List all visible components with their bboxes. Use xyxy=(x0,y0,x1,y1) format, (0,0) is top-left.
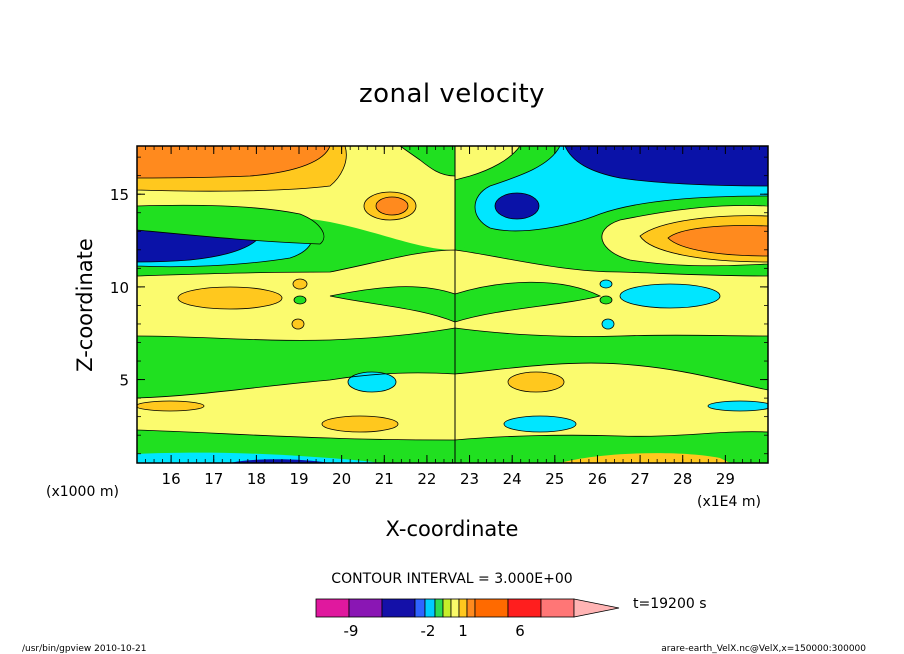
field-region-bottom-cyan xyxy=(137,452,380,463)
field-region-top-left-darkorange xyxy=(137,146,331,179)
field-blob-orange-24 xyxy=(507,371,565,393)
colorbar-segment xyxy=(424,598,436,618)
colorbar-segment xyxy=(348,598,383,618)
field-region-lower-yellow xyxy=(137,385,768,440)
field-region-green-strip xyxy=(330,282,600,322)
band-outlines xyxy=(137,249,768,441)
colorbar-segment xyxy=(442,598,452,618)
plot-area xyxy=(137,146,768,463)
x-tick-label: 27 xyxy=(631,470,650,488)
colorbar-tick-label: 6 xyxy=(515,622,525,640)
x-axis: 16 17 18 19 20 21 22 23 24 25 26 27 28 29 xyxy=(136,146,769,488)
field-region-top-right-blue xyxy=(564,146,768,187)
y-axis-label: Z-coordinate xyxy=(73,238,97,372)
y-tick-label: 5 xyxy=(119,372,129,390)
field-blob-small-2 xyxy=(293,295,307,305)
colorbar-ticks: -9 -2 1 6 xyxy=(344,622,525,640)
footer-left: /usr/bin/gpview 2010-10-21 xyxy=(22,644,146,654)
colorbar-arrow xyxy=(573,598,620,618)
colorbar xyxy=(315,598,620,618)
field-region-mid-green xyxy=(137,328,768,398)
x-tick-label: 24 xyxy=(503,470,522,488)
colorbar-tick-label: 1 xyxy=(458,622,468,640)
time-label: t=19200 s xyxy=(633,596,707,612)
field-region-bottom-blue xyxy=(230,459,330,463)
field-blob-orange-16-lower xyxy=(137,400,205,412)
field-blob-cyan-24-lower xyxy=(503,415,577,433)
contour-interval: CONTOUR INTERVAL = 3.000E+00 xyxy=(331,571,572,587)
x-tick-label: 29 xyxy=(716,470,735,488)
x-tick-label: 28 xyxy=(673,470,692,488)
colorbar-tick-label: -9 xyxy=(344,622,359,640)
field-blob-small-5 xyxy=(599,295,613,305)
field-blob-darkorange-21-top xyxy=(375,196,409,216)
x-tick-label: 18 xyxy=(247,470,266,488)
colorbar-segment xyxy=(434,598,444,618)
colorbar-segment xyxy=(507,598,542,618)
chart-title: zonal velocity xyxy=(359,79,545,109)
field-blob-cyan-20 xyxy=(347,371,397,393)
x-tick-label: 26 xyxy=(588,470,607,488)
colorbar-segment xyxy=(474,598,509,618)
y-axis: 5 10 15 xyxy=(110,156,768,455)
field-blob-small-6 xyxy=(601,318,615,330)
field-blob-cyan-27 xyxy=(619,283,721,309)
field-blob-small-1 xyxy=(292,278,308,290)
x-tick-label: 16 xyxy=(162,470,181,488)
field-region-top-left-green xyxy=(137,204,325,245)
y-tick-label: 15 xyxy=(110,186,129,204)
colorbar-segment xyxy=(381,598,416,618)
x-unit-left: (x1000 m) xyxy=(46,484,119,500)
x-axis-label: X-coordinate xyxy=(386,517,519,541)
field-region-right-darkorange xyxy=(667,225,768,257)
field-blob-blue-24-top xyxy=(494,192,540,220)
x-tick-label: 23 xyxy=(460,470,479,488)
x-unit-right: (x1E4 m) xyxy=(697,494,761,510)
field-blob-small-4 xyxy=(599,279,613,289)
x-tick-label: 25 xyxy=(545,470,564,488)
x-tick-label: 21 xyxy=(375,470,394,488)
colorbar-segment xyxy=(466,598,476,618)
colorbar-tick-label: -2 xyxy=(421,622,436,640)
field-region-bottom-green xyxy=(137,430,768,463)
field-blob-cyan-29-lower xyxy=(707,400,768,412)
field-blob-orange-20-lower xyxy=(321,415,399,433)
colorbar-segment xyxy=(414,598,426,618)
x-tick-label: 17 xyxy=(204,470,223,488)
field-blob-orange-18 xyxy=(177,286,283,310)
x-tick-label: 19 xyxy=(289,470,308,488)
colorbar-segment xyxy=(458,598,468,618)
colorbar-segment xyxy=(540,598,575,618)
field-blob-small-3 xyxy=(291,318,305,330)
field-region-bottom-orange xyxy=(560,453,730,463)
field-region-top-right-yellow xyxy=(454,146,521,181)
x-tick-label: 22 xyxy=(417,470,436,488)
x-tick-label: 20 xyxy=(332,470,351,488)
footer-right: arare-earth_VelX.nc@VelX,x=150000:300000 xyxy=(661,644,866,654)
y-tick-label: 10 xyxy=(110,279,129,297)
colorbar-segment xyxy=(315,598,350,618)
colorbar-segment xyxy=(450,598,460,618)
